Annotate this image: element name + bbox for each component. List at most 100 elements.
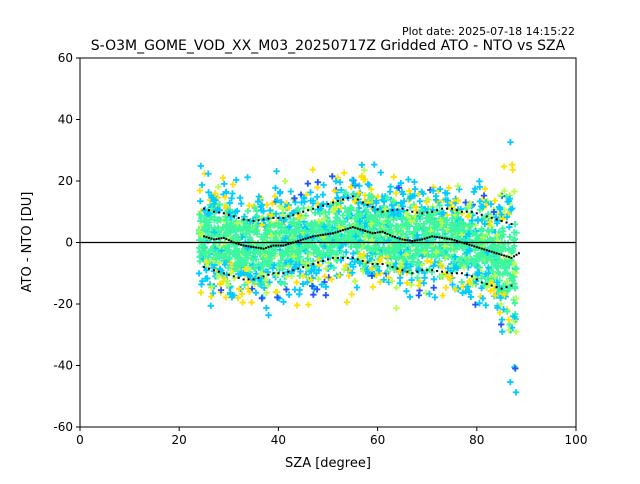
- scatter-point: [328, 276, 335, 283]
- scatter-point: [434, 221, 441, 228]
- scatter-point: [296, 286, 303, 294]
- mean-curve-point: [513, 255, 515, 258]
- mean-curve-point: [433, 235, 436, 238]
- mean-curve-point: [207, 236, 210, 239]
- scatter-point: [202, 218, 209, 225]
- lower-curve-point: [455, 272, 458, 275]
- scatter-point: [452, 220, 459, 228]
- lower-curve-point: [371, 263, 374, 266]
- scatter-point: [285, 204, 293, 212]
- scatter-point: [210, 197, 217, 205]
- scatter-point: [300, 194, 307, 201]
- scatter-point: [418, 188, 425, 195]
- scatter-point: [321, 273, 329, 280]
- scatter-point: [497, 247, 505, 255]
- scatter-point: [418, 206, 425, 214]
- lower-curve-point: [277, 272, 280, 275]
- scatter-point: [511, 299, 519, 307]
- scatter-point: [508, 161, 516, 168]
- scatter-point: [272, 210, 280, 217]
- scatter-point: [503, 213, 511, 221]
- mean-curve-point: [478, 246, 481, 249]
- mean-curve-point: [438, 236, 441, 239]
- scatter-point: [213, 256, 220, 263]
- scatter-point: [427, 211, 434, 218]
- scatter-point: [335, 223, 343, 231]
- scatter-point: [331, 187, 338, 195]
- scatter-point: [489, 268, 497, 276]
- scatter-point: [411, 178, 418, 186]
- scatter-point: [197, 162, 204, 170]
- upper-curve-point: [267, 217, 270, 220]
- scatter-point: [337, 248, 345, 255]
- scatter-point: [415, 235, 422, 242]
- scatter-point: [436, 185, 444, 193]
- scatter-point: [472, 301, 479, 308]
- lower-curve-point: [470, 275, 473, 278]
- scatter-point: [242, 221, 250, 229]
- mean-curve-point: [260, 247, 263, 250]
- scatter-point: [478, 274, 485, 282]
- scatter-point: [272, 230, 279, 237]
- y-tick-label: 20: [58, 174, 73, 188]
- mean-curve-point: [369, 231, 372, 234]
- mean-curve-point: [500, 253, 503, 256]
- mean-curve-point: [334, 231, 337, 234]
- upper-curve-point: [381, 210, 384, 213]
- scatter-point: [288, 247, 296, 255]
- scatter-point: [232, 208, 239, 216]
- scatter-point: [226, 254, 233, 261]
- scatter-point: [416, 240, 424, 247]
- scatter-point: [403, 279, 411, 287]
- scatter-point: [470, 188, 478, 196]
- scatter-point: [466, 220, 473, 228]
- scatter-point: [414, 274, 421, 282]
- scatter-point: [234, 233, 242, 241]
- scatter-point: [236, 194, 244, 202]
- lower-curve-point: [465, 273, 468, 276]
- scatter-point: [457, 261, 464, 269]
- scatter-point: [331, 203, 339, 210]
- scatter-point: [498, 234, 506, 241]
- upper-curve-point: [490, 216, 493, 219]
- scatter-point: [217, 242, 224, 250]
- scatter-point: [215, 183, 222, 191]
- scatter-point: [493, 231, 501, 239]
- scatter-point: [273, 168, 280, 175]
- upper-curve-point: [207, 209, 210, 212]
- mean-curve-point: [284, 243, 287, 246]
- scatter-point: [299, 280, 307, 288]
- scatter-point: [368, 186, 375, 193]
- scatter-point: [273, 271, 280, 278]
- mean-curve-point: [441, 236, 444, 239]
- scatter-point: [387, 230, 395, 237]
- scatter-point: [313, 193, 321, 200]
- lower-curve-point: [203, 266, 205, 269]
- scatter-point: [221, 253, 229, 260]
- scatter-point: [290, 253, 297, 260]
- upper-curve-point: [495, 218, 498, 221]
- scatter-point: [338, 186, 345, 194]
- scatter-point: [387, 183, 394, 190]
- lower-curve-point: [327, 258, 329, 261]
- scatter-point: [239, 299, 246, 306]
- upper-curve-point: [446, 207, 449, 210]
- scatter-point: [494, 284, 501, 292]
- scatter-point: [276, 203, 283, 210]
- scatter-point: [197, 215, 205, 222]
- scatter-point: [196, 211, 203, 218]
- scatter-point: [279, 266, 286, 273]
- lower-curve-point: [411, 272, 414, 275]
- lower-curve-point: [207, 267, 210, 270]
- upper-curve-point: [455, 209, 458, 212]
- x-tick-label: 100: [565, 433, 588, 447]
- scatter-point: [240, 245, 248, 253]
- x-axis-label: SZA [degree]: [285, 456, 371, 471]
- mean-curve-point: [515, 253, 518, 256]
- scatter-point: [433, 249, 440, 256]
- scatter-point: [480, 234, 487, 241]
- scatter-point: [326, 251, 334, 258]
- scatter-point: [211, 214, 218, 221]
- scatter-point: [439, 292, 446, 299]
- scatter-point: [208, 194, 215, 201]
